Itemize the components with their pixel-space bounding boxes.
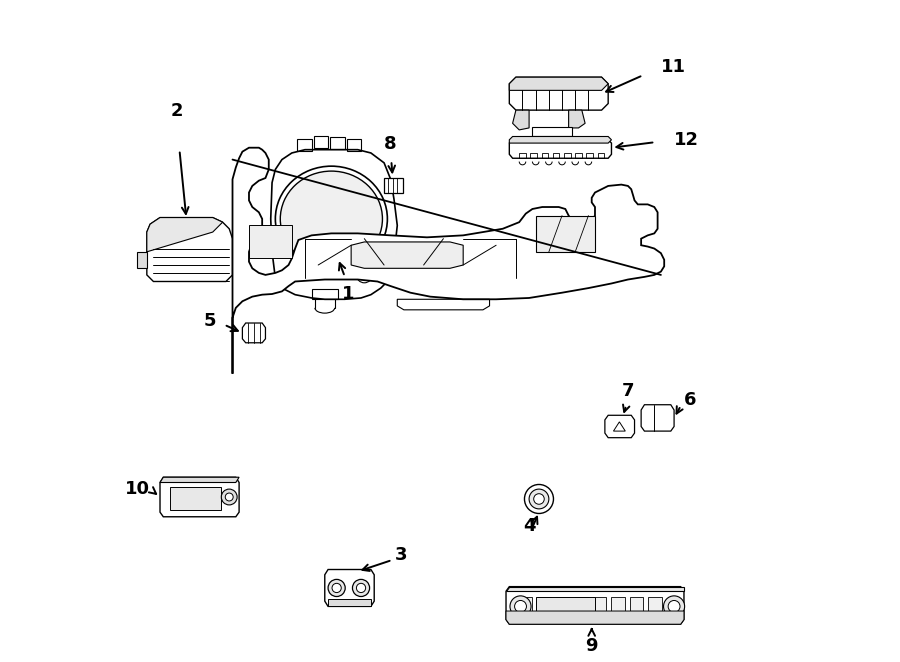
Bar bbox=[297, 139, 311, 151]
Polygon shape bbox=[641, 404, 674, 431]
Bar bbox=[137, 252, 147, 268]
Bar bbox=[311, 289, 338, 299]
Bar bbox=[556, 597, 570, 616]
Polygon shape bbox=[509, 77, 608, 110]
Bar bbox=[598, 153, 604, 158]
Circle shape bbox=[356, 583, 365, 592]
Bar bbox=[232, 252, 242, 268]
Bar bbox=[587, 153, 593, 158]
Text: 8: 8 bbox=[384, 135, 397, 153]
Bar bbox=[533, 126, 572, 136]
Bar bbox=[530, 153, 537, 158]
Bar bbox=[536, 216, 595, 252]
Bar bbox=[593, 597, 607, 616]
Bar bbox=[553, 153, 560, 158]
Bar bbox=[346, 139, 361, 151]
Circle shape bbox=[525, 485, 554, 514]
Polygon shape bbox=[160, 477, 239, 483]
Circle shape bbox=[353, 579, 370, 596]
Polygon shape bbox=[506, 587, 684, 591]
Text: 6: 6 bbox=[684, 391, 697, 409]
Bar bbox=[575, 153, 581, 158]
Circle shape bbox=[221, 489, 237, 505]
Polygon shape bbox=[325, 569, 374, 606]
Polygon shape bbox=[160, 477, 239, 517]
Polygon shape bbox=[569, 110, 585, 128]
Circle shape bbox=[356, 267, 373, 283]
Polygon shape bbox=[242, 323, 266, 343]
Polygon shape bbox=[506, 587, 684, 624]
Bar bbox=[328, 598, 371, 606]
Bar bbox=[537, 597, 551, 616]
Bar bbox=[648, 597, 662, 616]
Bar bbox=[542, 153, 548, 158]
Circle shape bbox=[668, 600, 680, 612]
Polygon shape bbox=[147, 218, 222, 252]
Text: 5: 5 bbox=[203, 312, 216, 330]
Text: 11: 11 bbox=[661, 58, 686, 76]
Polygon shape bbox=[506, 611, 684, 624]
Circle shape bbox=[663, 596, 685, 617]
Bar bbox=[519, 153, 526, 158]
Text: 7: 7 bbox=[622, 382, 634, 400]
Polygon shape bbox=[605, 415, 634, 438]
Circle shape bbox=[510, 596, 531, 617]
Polygon shape bbox=[509, 77, 608, 90]
Polygon shape bbox=[271, 150, 397, 299]
Circle shape bbox=[328, 579, 346, 596]
Bar bbox=[249, 226, 292, 258]
Circle shape bbox=[529, 489, 549, 509]
Bar bbox=[611, 597, 625, 616]
Bar bbox=[564, 153, 571, 158]
Circle shape bbox=[225, 493, 233, 501]
Bar bbox=[330, 137, 345, 149]
Polygon shape bbox=[232, 148, 664, 374]
Text: 1: 1 bbox=[342, 285, 354, 303]
Polygon shape bbox=[513, 110, 529, 130]
Circle shape bbox=[534, 494, 544, 504]
Bar bbox=[170, 487, 221, 510]
Text: 10: 10 bbox=[125, 480, 150, 498]
Text: 3: 3 bbox=[395, 546, 407, 564]
Bar bbox=[574, 597, 588, 616]
Text: 2: 2 bbox=[170, 102, 183, 120]
Text: 4: 4 bbox=[523, 517, 536, 536]
Circle shape bbox=[360, 271, 368, 279]
Text: 9: 9 bbox=[585, 638, 598, 655]
Polygon shape bbox=[509, 136, 611, 143]
Text: 12: 12 bbox=[674, 131, 699, 149]
Circle shape bbox=[515, 600, 526, 612]
Bar bbox=[630, 597, 644, 616]
Polygon shape bbox=[147, 218, 232, 281]
Circle shape bbox=[332, 583, 341, 592]
Ellipse shape bbox=[280, 171, 382, 267]
Bar bbox=[536, 597, 595, 616]
Polygon shape bbox=[351, 242, 464, 268]
Bar bbox=[313, 136, 328, 148]
Polygon shape bbox=[509, 140, 611, 158]
Bar bbox=[519, 597, 533, 616]
Bar bbox=[384, 178, 402, 193]
